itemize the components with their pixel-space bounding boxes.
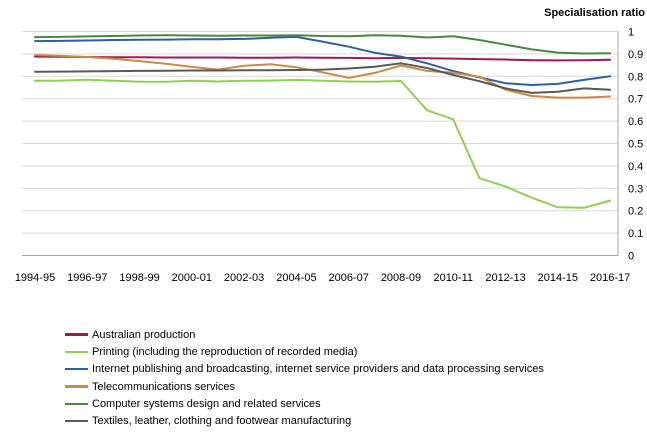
legend-item-australian-production: Australian production bbox=[65, 326, 544, 343]
series-line-2 bbox=[34, 35, 612, 86]
legend-swatch bbox=[65, 385, 88, 388]
x-axis-label: 1998-99 bbox=[119, 272, 159, 284]
series-line-0 bbox=[34, 55, 612, 62]
y-axis-label: 0.7 bbox=[628, 94, 643, 106]
x-axis-label: 2006-07 bbox=[328, 272, 368, 284]
y-axis-label: 0.2 bbox=[628, 206, 643, 218]
x-axis-label: 2010-11 bbox=[433, 272, 473, 284]
series-line-1 bbox=[34, 78, 612, 209]
x-axis-label: 1996-97 bbox=[67, 272, 107, 284]
legend-swatch bbox=[65, 333, 88, 336]
series-line-5 bbox=[34, 62, 612, 94]
x-axis-label: 2014-15 bbox=[538, 272, 578, 284]
y-axis-label: 1 bbox=[628, 27, 634, 39]
legend-item-telecommunications: Telecommunications services bbox=[65, 378, 544, 395]
x-axis-label: 2008-09 bbox=[381, 272, 421, 284]
legend-label: Computer systems design and related serv… bbox=[92, 397, 321, 410]
x-axis-label: 2012-13 bbox=[485, 272, 525, 284]
y-axis-label: 0.9 bbox=[628, 49, 643, 61]
legend-swatch bbox=[65, 367, 88, 371]
y-axis-label: 0.1 bbox=[628, 228, 643, 240]
x-axis-label: 2016-17 bbox=[590, 272, 630, 284]
legend-swatch bbox=[65, 402, 88, 406]
x-axis-label: 1994-95 bbox=[15, 272, 55, 284]
x-axis-label: 2004-05 bbox=[276, 272, 316, 284]
legend-swatch bbox=[65, 350, 88, 354]
legend-item-internet-publishing: Internet publishing and broadcasting, in… bbox=[65, 361, 544, 378]
x-axis-label: 2000-01 bbox=[172, 272, 212, 284]
chart-title: Specialisation ratio bbox=[544, 7, 645, 19]
x-axis-label: 2002-03 bbox=[224, 272, 264, 284]
chart-canvas: 0 0.1 0.2 0.3 0.4 0.5 0.6 0.7 0.8 0.9 1 1994-95 1996… bbox=[15, 27, 643, 285]
series-line-3 bbox=[34, 54, 612, 99]
legend-item-printing: Printing (including the reproduction of … bbox=[65, 343, 544, 360]
legend-label: Telecommunications services bbox=[92, 380, 236, 393]
series-line-4 bbox=[34, 34, 612, 55]
legend-label: Australian production bbox=[92, 328, 196, 341]
legend: Australian production Printing (includin… bbox=[65, 326, 544, 430]
legend-swatch bbox=[65, 419, 88, 423]
legend-label: Printing (including the reproduction of … bbox=[92, 345, 358, 358]
y-axis-label: 0.6 bbox=[628, 116, 643, 128]
legend-label: Textiles, leather, clothing and footwear… bbox=[92, 415, 352, 428]
legend-item-computer-systems: Computer systems design and related serv… bbox=[65, 395, 544, 412]
y-axis-label: 0.4 bbox=[628, 161, 643, 173]
legend-label: Internet publishing and broadcasting, in… bbox=[92, 363, 544, 376]
y-axis-label: 0.5 bbox=[628, 139, 643, 151]
y-axis-label: 0.8 bbox=[628, 71, 643, 83]
y-axis-label: 0.3 bbox=[628, 183, 643, 195]
legend-item-textiles: Textiles, leather, clothing and footwear… bbox=[65, 412, 544, 429]
y-axis-label: 0 bbox=[628, 251, 634, 263]
